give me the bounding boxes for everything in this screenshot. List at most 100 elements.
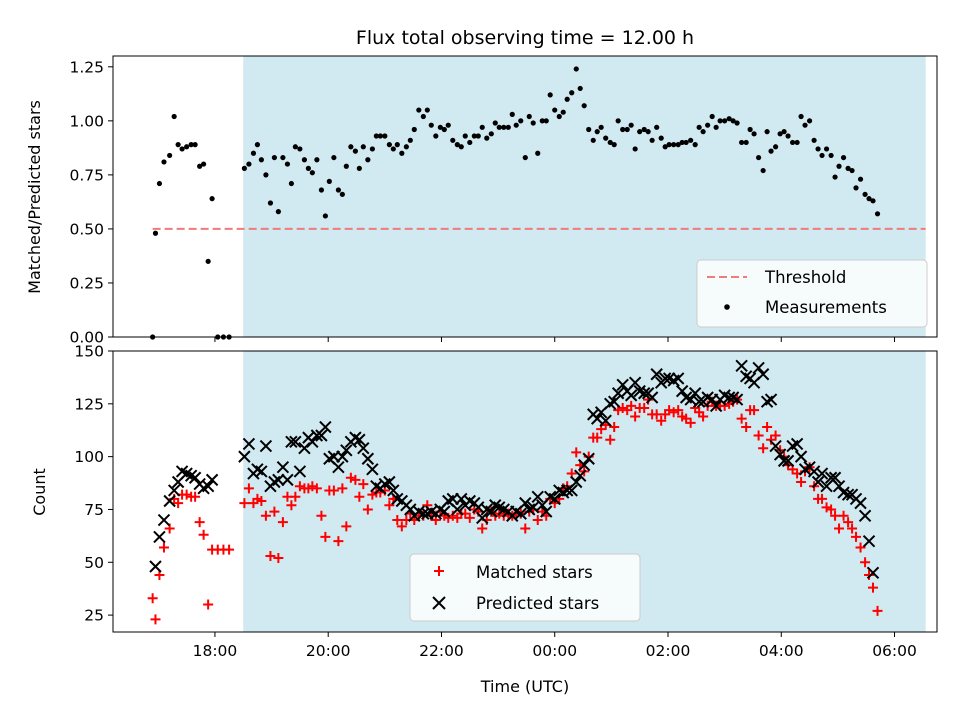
- predicted-star-point: [438, 505, 451, 518]
- x-tick-label: 06:00: [872, 642, 917, 660]
- matched-star-point: [532, 515, 543, 526]
- x-tick-label: 22:00: [419, 642, 464, 660]
- predicted-star-point: [773, 448, 787, 461]
- predicted-star-point: [752, 361, 765, 375]
- measurement-point: [679, 139, 685, 146]
- predicted-star-point: [862, 534, 876, 548]
- predicted-star-point: [611, 387, 625, 400]
- measurement-point: [275, 209, 281, 215]
- measurement-point: [840, 154, 847, 161]
- measurement-point: [700, 129, 706, 135]
- matched-star-point: [464, 512, 475, 523]
- measurement-point: [258, 157, 264, 163]
- predicted-star-point: [769, 439, 782, 453]
- matched-star-point: [736, 413, 747, 424]
- measurement-point: [607, 139, 613, 146]
- measurement-point: [747, 126, 753, 133]
- bottom-y-tick-label: 25: [84, 607, 104, 625]
- predicted-star-point: [357, 441, 370, 455]
- matched-star-point: [668, 407, 679, 418]
- measurement-point: [348, 144, 354, 150]
- measurement-point: [823, 146, 830, 152]
- matched-star-point: [316, 510, 327, 521]
- predicted-star-point: [570, 475, 583, 489]
- predicted-star-point: [730, 393, 744, 406]
- predicted-star-point: [722, 391, 736, 404]
- measurement-point: [241, 165, 247, 171]
- measurement-point: [292, 144, 298, 150]
- matched-star-point: [872, 605, 883, 616]
- measurement-point: [152, 230, 159, 236]
- measurement-point: [828, 152, 834, 159]
- predicted-star-point: [340, 444, 353, 457]
- predicted-star-point: [841, 488, 855, 501]
- top-y-tick-label: 0.00: [69, 329, 104, 347]
- predicted-star-point: [306, 435, 319, 449]
- measurement-point: [301, 157, 308, 163]
- measurement-point: [857, 176, 864, 182]
- measurement-point: [832, 174, 838, 180]
- matched-star-point: [341, 521, 352, 532]
- predicted-star-point: [157, 513, 171, 527]
- measurement-point: [743, 139, 749, 146]
- measurement-point: [802, 122, 808, 128]
- measurement-point: [556, 113, 562, 120]
- measurement-point: [267, 200, 274, 206]
- predicted-star-point: [289, 435, 302, 449]
- measurement-point: [798, 113, 804, 120]
- measurement-point: [501, 124, 507, 130]
- measurement-point: [369, 146, 375, 152]
- measurement-point: [331, 154, 337, 161]
- bottom-y-tick-label: 50: [84, 554, 104, 572]
- measurement-point: [471, 133, 477, 139]
- predicted-star-point: [565, 484, 578, 497]
- predicted-star-point: [383, 475, 396, 489]
- predicted-star-point: [709, 399, 723, 413]
- predicted-star-point: [540, 505, 553, 518]
- predicted-star-point: [531, 490, 544, 503]
- matched-star-point: [868, 582, 879, 593]
- matched-star-point: [190, 491, 201, 502]
- top-legend-box: [696, 259, 928, 328]
- measurement-point: [403, 144, 409, 150]
- predicted-star-point: [756, 368, 770, 381]
- matched-star-point: [150, 614, 161, 625]
- matched-star-point: [753, 430, 764, 441]
- top-y-tick-label: 1.25: [69, 58, 104, 76]
- predicted-star-point: [276, 460, 290, 474]
- measurement-point: [309, 170, 315, 176]
- measurement-point: [420, 113, 426, 120]
- count-panel: 25 50 75 100 125 150 18:00 20:00 22:00 00:00 02:00…: [30, 343, 938, 696]
- predicted-star-point: [735, 359, 748, 372]
- x-tick-label: 00:00: [532, 642, 577, 660]
- top-legend: Threshold Measurements: [696, 259, 928, 328]
- measurement-point: [581, 103, 587, 109]
- top-y-tick-label: 0.75: [69, 166, 104, 184]
- measurement-point: [709, 113, 715, 120]
- matched-star-point: [277, 517, 288, 528]
- measurement-point: [394, 142, 400, 148]
- measurement-point: [547, 92, 553, 98]
- measurement-point: [365, 157, 371, 163]
- predicted-star-point: [201, 480, 215, 493]
- measurement-point: [662, 144, 668, 150]
- measurement-point: [513, 122, 519, 128]
- measurement-point: [390, 146, 396, 152]
- measurement-point: [705, 122, 711, 128]
- top-y-tick-label: 0.50: [69, 220, 104, 238]
- measurement-point: [297, 146, 303, 152]
- matched-star-point: [605, 434, 616, 445]
- measurement-point: [692, 142, 698, 148]
- measurement-point: [339, 191, 345, 197]
- top-y-tick-label: 0.25: [69, 274, 104, 292]
- measurement-point: [564, 96, 570, 102]
- measurement-point: [505, 124, 511, 130]
- measurement-point: [586, 126, 592, 133]
- measurement-point: [654, 124, 660, 130]
- measurement-point: [751, 131, 757, 137]
- threshold-legend-label: Threshold: [764, 268, 846, 287]
- measurement-point: [658, 135, 664, 141]
- measurement-point: [781, 129, 787, 135]
- measurement-point: [492, 120, 498, 126]
- measurement-point: [437, 124, 443, 130]
